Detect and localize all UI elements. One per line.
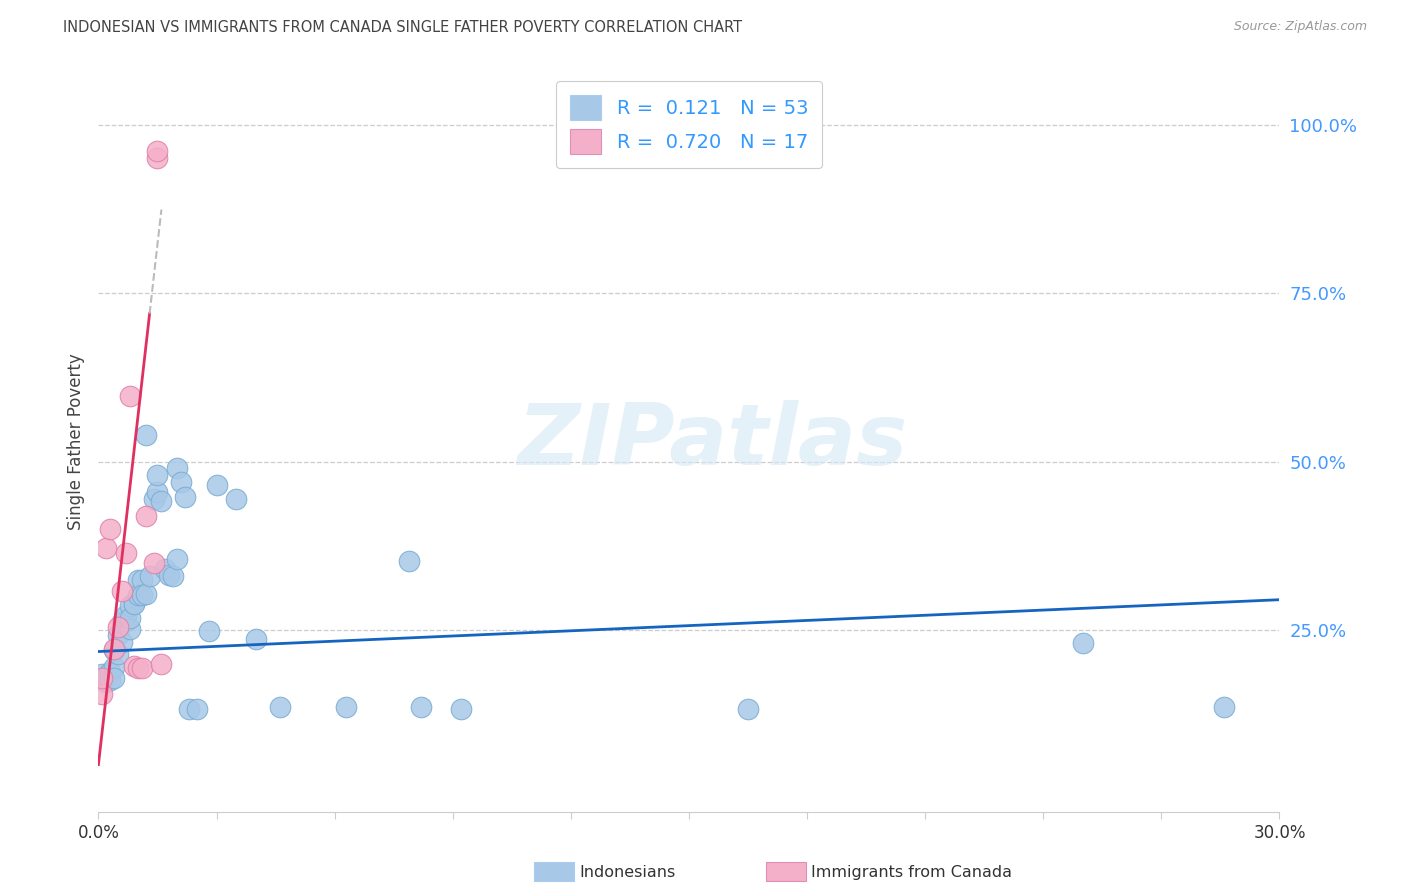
Point — [335, 700, 357, 714]
Point — [245, 632, 267, 646]
Point — [111, 635, 134, 649]
Point — [166, 461, 188, 475]
Point — [122, 596, 145, 610]
Point — [98, 522, 121, 536]
Point — [135, 508, 157, 523]
Point — [118, 611, 141, 625]
Point — [127, 573, 149, 587]
Point — [107, 620, 129, 634]
Point — [170, 475, 193, 489]
Point — [166, 552, 188, 566]
Point — [150, 493, 173, 508]
Point — [146, 151, 169, 165]
Point — [98, 666, 121, 681]
Point — [131, 573, 153, 587]
Point — [115, 608, 138, 623]
Point — [131, 661, 153, 675]
Point — [115, 614, 138, 628]
Point — [127, 588, 149, 602]
Point — [122, 598, 145, 612]
Point — [142, 556, 165, 570]
Text: Source: ZipAtlas.com: Source: ZipAtlas.com — [1233, 20, 1367, 33]
Point — [96, 541, 118, 555]
Text: ZIPatlas: ZIPatlas — [517, 400, 908, 483]
Point — [174, 490, 197, 504]
Point — [118, 599, 141, 613]
Point — [98, 665, 121, 679]
Point — [91, 672, 114, 686]
Point — [450, 702, 472, 716]
Point — [118, 622, 141, 636]
Point — [131, 588, 153, 602]
Point — [107, 628, 129, 642]
Point — [138, 569, 160, 583]
Point — [146, 485, 169, 500]
Point — [205, 478, 228, 492]
Point — [225, 491, 247, 506]
Point — [142, 491, 165, 506]
Point — [96, 675, 118, 690]
Point — [398, 554, 420, 568]
Point — [122, 658, 145, 673]
Point — [118, 389, 141, 403]
Text: INDONESIAN VS IMMIGRANTS FROM CANADA SINGLE FATHER POVERTY CORRELATION CHART: INDONESIAN VS IMMIGRANTS FROM CANADA SIN… — [63, 20, 742, 35]
Point — [157, 567, 180, 582]
Point — [177, 702, 200, 716]
Point — [111, 584, 134, 599]
Y-axis label: Single Father Poverty: Single Father Poverty — [66, 353, 84, 530]
Legend: R =  0.121   N = 53, R =  0.720   N = 17: R = 0.121 N = 53, R = 0.720 N = 17 — [557, 81, 821, 168]
Point — [150, 657, 173, 671]
Point — [103, 660, 125, 674]
Point — [103, 672, 125, 686]
Point — [155, 562, 177, 576]
Point — [91, 687, 114, 701]
Point — [115, 546, 138, 560]
Point — [269, 700, 291, 714]
Point — [186, 702, 208, 716]
Text: Indonesians: Indonesians — [579, 865, 675, 880]
Point — [91, 666, 114, 681]
Point — [103, 641, 125, 656]
Point — [127, 661, 149, 675]
Point — [197, 624, 219, 639]
Point — [98, 673, 121, 688]
Point — [1213, 700, 1236, 714]
Point — [162, 569, 184, 583]
Point — [111, 615, 134, 629]
Point — [146, 468, 169, 483]
Point — [91, 673, 114, 688]
Point — [737, 702, 759, 716]
Point — [135, 427, 157, 442]
Point — [96, 670, 118, 684]
Point — [411, 700, 433, 714]
Point — [1071, 636, 1094, 650]
Point — [103, 643, 125, 657]
Text: Immigrants from Canada: Immigrants from Canada — [811, 865, 1012, 880]
Point — [146, 144, 169, 158]
Point — [107, 647, 129, 661]
Point — [135, 587, 157, 601]
